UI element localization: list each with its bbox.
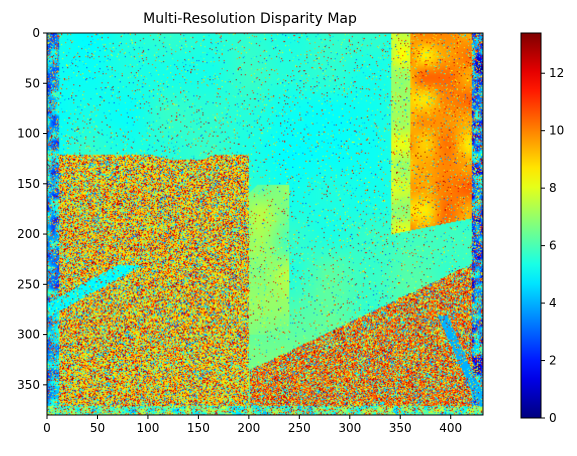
y-tick-label: 50 [25, 76, 40, 90]
y-tick-label: 300 [17, 328, 40, 342]
x-tick-label: 200 [237, 421, 260, 435]
colorbar-tick-label: 0 [549, 411, 557, 425]
axes: 0 50 100 150 200 250 300 350 400 0 50 100 150 200 250 3… [17, 26, 484, 435]
y-tick-label: 0 [32, 26, 40, 40]
y-tick-label: 200 [17, 227, 40, 241]
x-tick-label: 50 [90, 421, 105, 435]
x-tick-label: 0 [43, 421, 51, 435]
chart-title: Multi-Resolution Disparity Map [143, 11, 357, 27]
y-tick-label: 350 [17, 378, 40, 392]
colorbar-tick-label: 4 [549, 296, 557, 310]
colorbar-tick-label: 8 [549, 181, 557, 195]
heatmap-image [47, 33, 483, 415]
x-tick-label: 300 [338, 421, 361, 435]
y-tick-label: 100 [17, 127, 40, 141]
x-tick-label: 100 [136, 421, 159, 435]
y-tick-label: 150 [17, 177, 40, 191]
colorbar-tick-label: 10 [549, 124, 564, 138]
y-tick-label: 250 [17, 277, 40, 291]
plot-area [47, 33, 483, 415]
x-tick-label: 250 [288, 421, 311, 435]
colorbar-tick-label: 2 [549, 354, 557, 368]
colorbar: 0 2 4 6 8 10 12 [520, 32, 564, 425]
x-tick-label: 150 [187, 421, 210, 435]
colorbar-tick-label: 6 [549, 239, 557, 253]
plot-frame [46, 32, 484, 416]
x-tick-label: 350 [389, 421, 412, 435]
colorbar-tick-label: 12 [549, 66, 564, 80]
colorbar-gradient [520, 32, 542, 419]
x-tick-label: 400 [439, 421, 462, 435]
